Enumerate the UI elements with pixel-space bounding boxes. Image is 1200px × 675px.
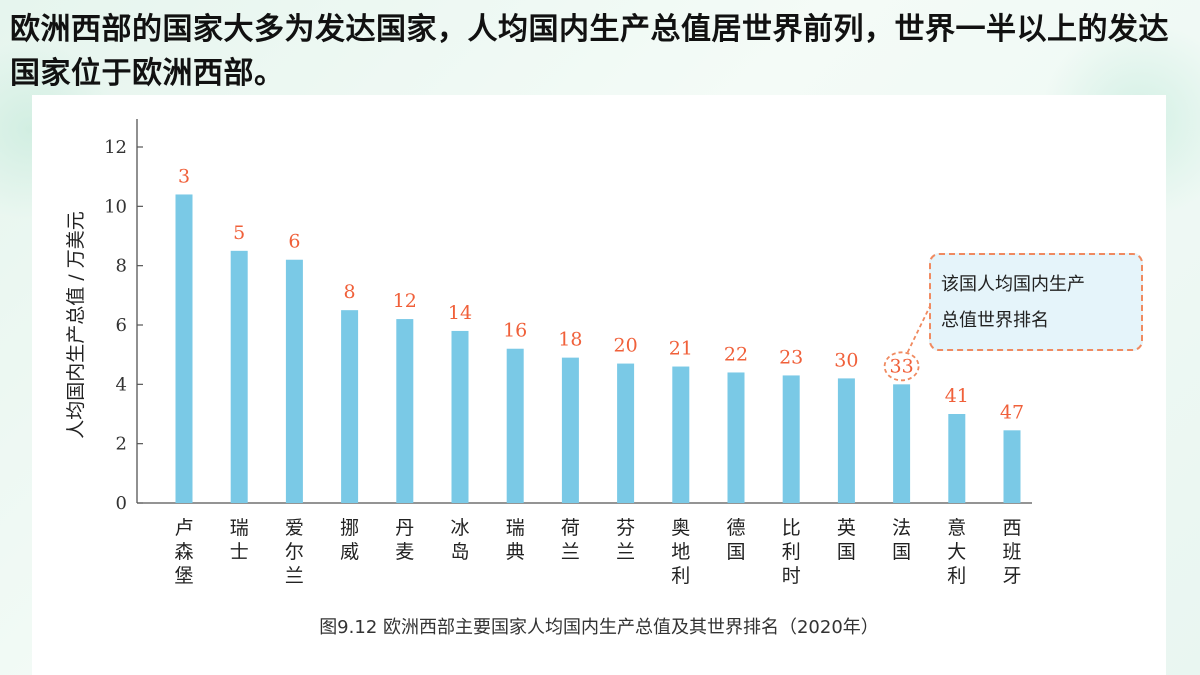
- rank-legend-callout: 该国人均国内生产 总值世界排名: [929, 253, 1143, 351]
- bar-chart: 0 2 4 6 8 10 12 3 5 6 8 12 14 16 18 20 21 22 23 30 33 41 47 卢…: [65, 119, 1032, 638]
- page-heading: 欧洲西部的国家大多为发达国家，人均国内生产总值居世界前列，世界一半以上的发达国家…: [10, 12, 1169, 91]
- rank-label: 6: [288, 231, 300, 253]
- rank-labels: 3 5 6 8 12 14 16 18 20 21 22 23 30 33 41 47: [178, 165, 1024, 423]
- bar-挪威: [341, 310, 359, 503]
- category-label-char: 岛: [450, 541, 469, 563]
- rank-label: 16: [503, 320, 527, 342]
- y-tick-label: 8: [116, 256, 127, 277]
- bar-丹麦: [396, 319, 414, 503]
- bar-法国: [893, 384, 911, 503]
- category-label-char: 挪: [340, 517, 359, 539]
- category-label-char: 国: [892, 541, 911, 563]
- bar-比利时: [782, 375, 800, 503]
- category-label-char: 兰: [616, 541, 635, 563]
- category-label-char: 兰: [561, 541, 580, 563]
- rank-label: 33: [890, 355, 914, 377]
- category-label-char: 卢: [174, 517, 193, 539]
- category-label-char: 芬: [616, 517, 635, 539]
- category-label-char: 利: [782, 541, 801, 563]
- rank-label: 18: [558, 329, 582, 351]
- rank-label: 5: [233, 222, 245, 244]
- category-label-char: 堡: [174, 565, 193, 587]
- bar-德国: [727, 372, 745, 503]
- rank-label: 14: [448, 302, 472, 324]
- category-label-char: 森: [174, 541, 193, 563]
- category-label-char: 典: [506, 541, 525, 563]
- category-label-char: 丹: [395, 517, 414, 539]
- callout-pointer: [906, 285, 941, 353]
- bar-瑞典: [506, 348, 524, 503]
- rank-label: 30: [834, 349, 858, 371]
- category-label-char: 麦: [395, 541, 414, 563]
- category-label-char: 比: [782, 517, 801, 539]
- y-tick-label: 12: [104, 137, 127, 158]
- rank-label: 47: [1000, 401, 1024, 423]
- category-label-char: 地: [671, 541, 690, 563]
- category-label-char: 威: [340, 541, 359, 563]
- bar-芬兰: [617, 363, 635, 503]
- bar-英国: [837, 378, 855, 503]
- category-label-char: 时: [782, 565, 801, 587]
- bar-西班牙: [1003, 430, 1021, 503]
- category-label-char: 瑞: [230, 517, 249, 539]
- bars: [175, 194, 1021, 503]
- rank-label: 3: [178, 165, 190, 187]
- category-label-char: 利: [947, 565, 966, 587]
- category-label-char: 国: [837, 541, 856, 563]
- y-tick-label: 2: [116, 434, 127, 455]
- category-label-char: 奥: [671, 517, 690, 539]
- bar-意大利: [948, 414, 966, 503]
- category-label-char: 冰: [450, 517, 469, 539]
- category-label-char: 爱: [285, 517, 304, 539]
- bar-瑞士: [230, 250, 248, 503]
- category-label-char: 士: [230, 541, 249, 563]
- category-label-char: 班: [1002, 541, 1021, 563]
- category-label-char: 英: [837, 517, 856, 539]
- figure-caption: 图9.12 欧洲西部主要国家人均国内生产总值及其世界排名（2020年）: [319, 617, 879, 638]
- callout-line-2: 总值世界排名: [941, 310, 1049, 331]
- y-axis: 0 2 4 6 8 10 12: [104, 119, 1032, 514]
- rank-label: 23: [779, 346, 803, 368]
- rank-label: 20: [614, 335, 638, 357]
- callout-line-1: 该国人均国内生产: [941, 274, 1085, 295]
- category-label-char: 利: [671, 565, 690, 587]
- bar-奥地利: [672, 366, 690, 503]
- bar-荷兰: [561, 357, 579, 503]
- chart-panel: 0 2 4 6 8 10 12 3 5 6 8 12 14 16 18 20 21 22 23 30 33 41 47 卢…: [32, 95, 1166, 675]
- category-label-char: 国: [726, 541, 745, 563]
- category-label-char: 法: [892, 517, 911, 539]
- category-label-char: 意: [947, 517, 966, 539]
- category-label-char: 西: [1002, 517, 1021, 539]
- rank-label: 41: [945, 385, 969, 407]
- y-tick-label: 4: [116, 374, 127, 395]
- category-label-char: 德: [726, 517, 745, 539]
- rank-label: 21: [669, 338, 693, 360]
- category-label-char: 尔: [285, 541, 304, 563]
- bar-爱尔兰: [285, 259, 303, 503]
- category-label-char: 荷: [561, 517, 580, 539]
- y-tick-label: 10: [104, 196, 127, 217]
- y-tick-label: 0: [116, 493, 127, 514]
- rank-label: 22: [724, 343, 748, 365]
- category-label-char: 大: [947, 541, 966, 563]
- rank-highlight-circle: [883, 351, 920, 382]
- rank-label: 8: [344, 281, 356, 303]
- category-label-char: 兰: [285, 565, 304, 587]
- y-tick-label: 6: [116, 315, 127, 336]
- y-axis-label: 人均国内生产总值 / 万美元: [65, 211, 87, 438]
- category-label-char: 牙: [1002, 565, 1021, 587]
- rank-label: 12: [393, 290, 417, 312]
- bar-卢森堡: [175, 194, 193, 503]
- bar-冰岛: [451, 330, 469, 503]
- category-label-char: 瑞: [506, 517, 525, 539]
